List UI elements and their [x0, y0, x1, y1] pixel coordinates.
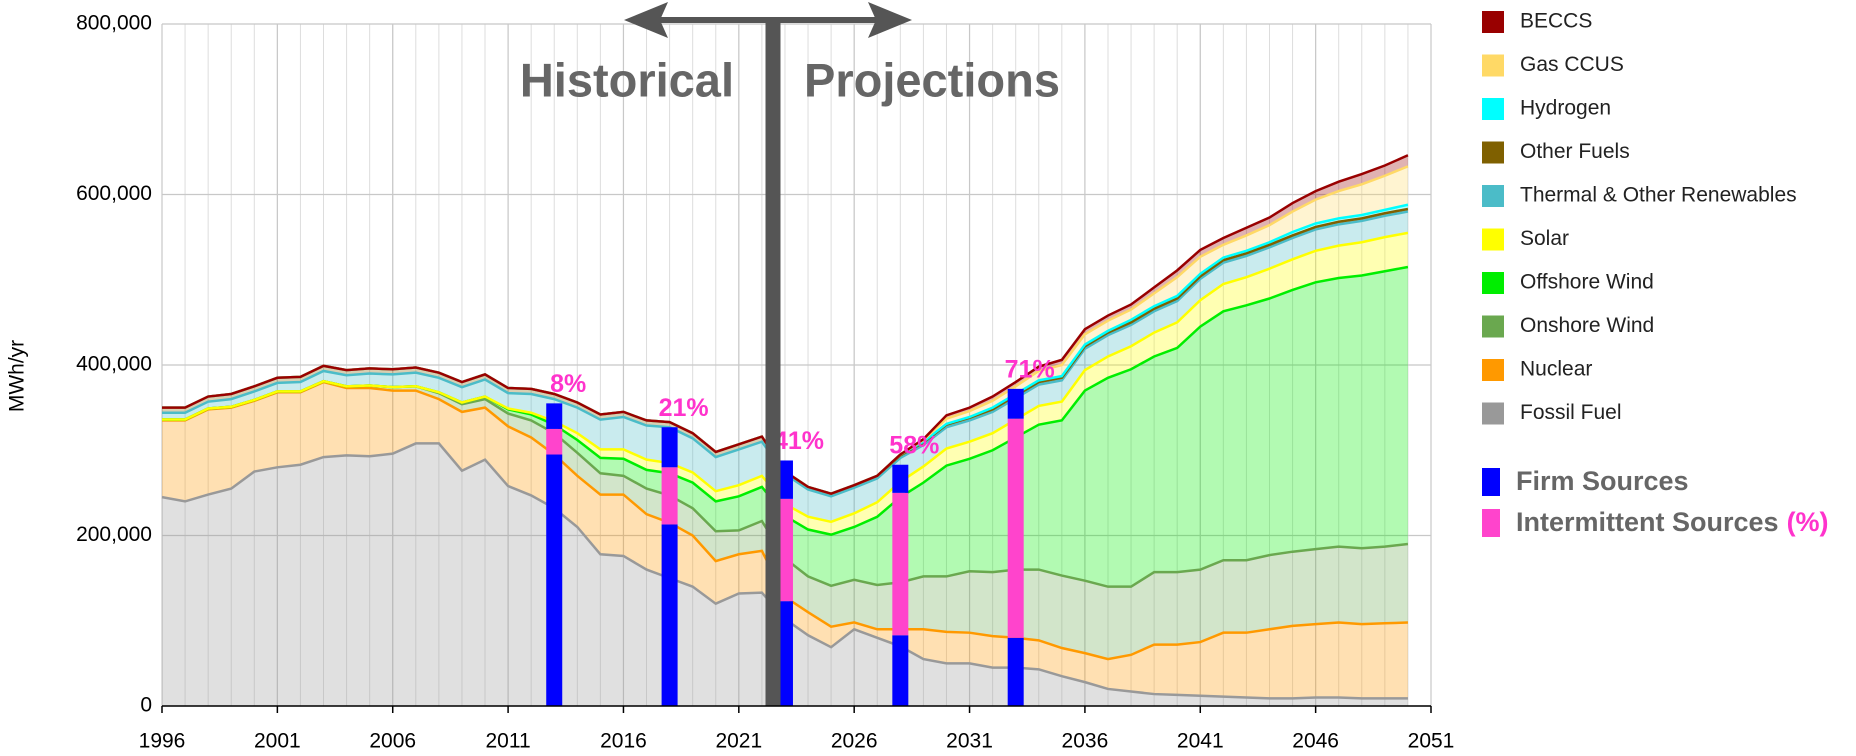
x-tick-label: 2036 — [1062, 730, 1109, 753]
share-bar-segment — [1007, 388, 1024, 419]
legend-label: BECCS — [1520, 10, 1592, 33]
arrow-right — [868, 2, 912, 38]
legend-swatch — [1482, 315, 1504, 338]
legend: BECCS Gas CCUS Hydrogen Other Fuels Thermal … — [1482, 10, 1829, 537]
x-tick-label: 2051 — [1408, 730, 1455, 753]
share-bar-segment — [546, 454, 563, 706]
share-bar-segment — [661, 467, 678, 525]
divider: Historical Projections — [520, 2, 1060, 706]
share-bar-segment — [661, 524, 678, 706]
y-tick-label: 400,000 — [76, 353, 152, 376]
y-tick-label: 200,000 — [76, 523, 152, 546]
x-tick-label: 2026 — [831, 730, 878, 753]
legend-label: Other Fuels — [1520, 140, 1630, 163]
share-bar-segment — [1007, 418, 1024, 638]
share-bar-segment — [892, 492, 909, 636]
legend-label: Offshore Wind — [1520, 271, 1654, 294]
share-bar-segment — [892, 635, 909, 706]
legend-swatch — [1482, 272, 1504, 294]
share-bar-segment — [776, 460, 793, 499]
legend-label: Solar — [1520, 227, 1569, 250]
legend-label: Gas CCUS — [1520, 53, 1624, 76]
legend-label: Firm Sources — [1516, 466, 1689, 496]
legend-swatch — [1482, 185, 1504, 207]
y-axis-label: MWh/yr — [6, 340, 29, 412]
legend-swatch — [1482, 11, 1504, 33]
legend-label-text: Intermittent Sources — [1516, 507, 1779, 537]
legend-label: Fossil Fuel — [1520, 401, 1622, 424]
share-bar-segment — [892, 464, 909, 493]
x-tick-label: 2041 — [1177, 730, 1224, 753]
share-label: 41% — [774, 427, 824, 455]
x-tick-label: 2031 — [946, 730, 993, 753]
x-tick-label: 2006 — [369, 730, 416, 753]
share-bar-segment — [546, 403, 563, 429]
arrow-left — [624, 2, 668, 38]
legend-swatch — [1482, 468, 1500, 496]
x-tick-label: 1996 — [139, 730, 186, 753]
legend-swatch — [1482, 54, 1504, 77]
share-label: 71% — [1005, 355, 1055, 383]
x-tick-label: 2016 — [600, 730, 647, 753]
x-tick-label: 2046 — [1292, 730, 1339, 753]
legend-swatch — [1482, 228, 1504, 251]
y-tick-label: 0 — [140, 694, 152, 717]
share-bars: 8% 21% 41% 58% 71% — [546, 355, 1055, 706]
share-bar-segment — [776, 601, 793, 706]
legend-label: Intermittent Sources (%) — [1516, 507, 1829, 537]
y-tick-label: 600,000 — [76, 182, 152, 205]
x-tick-label: 2011 — [486, 730, 531, 753]
legend-swatch — [1482, 509, 1500, 537]
legend-swatch — [1482, 402, 1504, 425]
share-bar-segment — [546, 428, 563, 455]
area — [162, 443, 1408, 706]
legend-swatch — [1482, 141, 1504, 164]
share-label: 8% — [550, 370, 586, 398]
legend-label: Onshore Wind — [1520, 314, 1654, 337]
area — [162, 381, 1408, 660]
legend-label: Thermal & Other Renewables — [1520, 184, 1797, 207]
legend-label: Hydrogen — [1520, 97, 1611, 120]
share-label: 21% — [659, 394, 709, 422]
x-tick-label: 2021 — [715, 730, 762, 753]
annotation-projections: Projections — [804, 53, 1060, 106]
share-bar-segment — [776, 498, 793, 602]
share-bar-segment — [1007, 637, 1024, 706]
share-bar-segment — [661, 427, 678, 468]
x-tick-label: 2001 — [254, 730, 301, 753]
legend-swatch — [1482, 98, 1504, 120]
legend-label: Nuclear — [1520, 358, 1592, 381]
share-label: 58% — [889, 431, 939, 459]
legend-swatch — [1482, 359, 1504, 381]
area — [162, 266, 1408, 587]
axes: 0 200,000 400,000 600,000 800,000 1996 2001 200… — [76, 12, 1454, 753]
annotation-historical: Historical — [520, 53, 734, 106]
area — [162, 382, 1408, 699]
y-tick-label: 800,000 — [76, 12, 152, 35]
legend-label-unit: (%) — [1787, 507, 1829, 537]
